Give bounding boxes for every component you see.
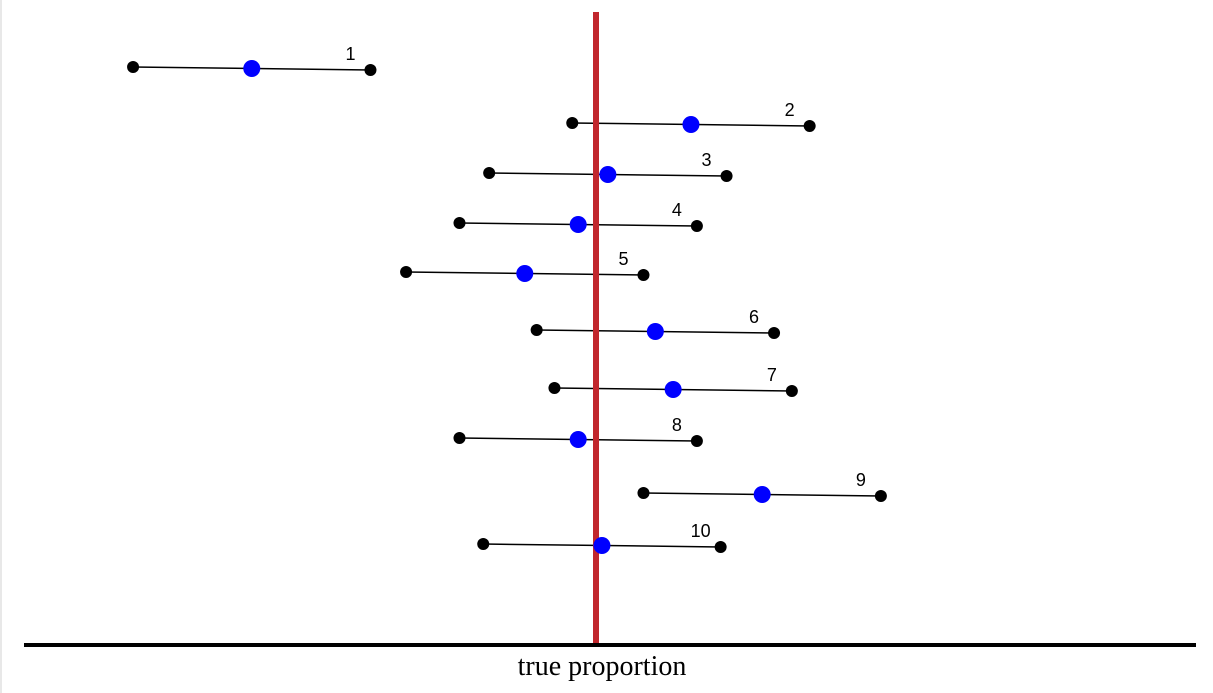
interval-label-7: 7: [767, 365, 777, 385]
lower-endpoint-2: [566, 117, 579, 129]
upper-endpoint-9: [874, 490, 887, 502]
interval-label-8: 8: [672, 415, 682, 435]
lower-endpoint-4: [453, 217, 466, 229]
point-estimate-9: [753, 486, 771, 503]
interval-label-2: 2: [785, 100, 795, 120]
intervals-group: 1 2 3 4 5 6 7 8 9 10: [127, 44, 887, 553]
interval-label-1: 1: [345, 44, 355, 64]
interval-label-5: 5: [618, 249, 628, 269]
point-estimate-2: [682, 116, 700, 133]
interval-label-3: 3: [702, 150, 712, 170]
interval-label-6: 6: [749, 307, 759, 327]
lower-endpoint-3: [483, 167, 496, 179]
point-estimate-7: [664, 381, 682, 398]
axis-label: true proportion: [518, 651, 687, 682]
point-estimate-4: [569, 216, 587, 233]
upper-endpoint-2: [803, 120, 816, 132]
lower-endpoint-6: [530, 324, 543, 336]
upper-endpoint-8: [690, 435, 703, 447]
upper-endpoint-3: [720, 170, 733, 182]
point-estimate-3: [599, 166, 617, 183]
lower-endpoint-9: [637, 487, 650, 499]
point-estimate-6: [646, 323, 664, 340]
upper-endpoint-10: [714, 541, 727, 553]
interval-label-4: 4: [672, 200, 682, 220]
upper-endpoint-6: [768, 327, 781, 339]
lower-endpoint-5: [400, 266, 413, 278]
point-estimates-group: [243, 60, 771, 554]
upper-endpoint-4: [690, 220, 703, 232]
upper-endpoint-1: [364, 64, 377, 76]
point-estimate-1: [243, 60, 261, 77]
upper-endpoint-5: [637, 269, 650, 281]
lower-endpoint-10: [477, 538, 490, 550]
upper-endpoint-7: [785, 385, 798, 397]
lower-endpoint-1: [127, 61, 140, 73]
point-estimate-5: [516, 265, 534, 282]
interval-label-10: 10: [691, 521, 711, 541]
left-edge-divider: [0, 0, 2, 693]
point-estimate-8: [569, 431, 587, 448]
lower-endpoint-7: [548, 382, 561, 394]
interval-label-9: 9: [856, 470, 866, 490]
lower-endpoint-8: [453, 432, 466, 444]
point-estimate-10: [593, 537, 611, 554]
